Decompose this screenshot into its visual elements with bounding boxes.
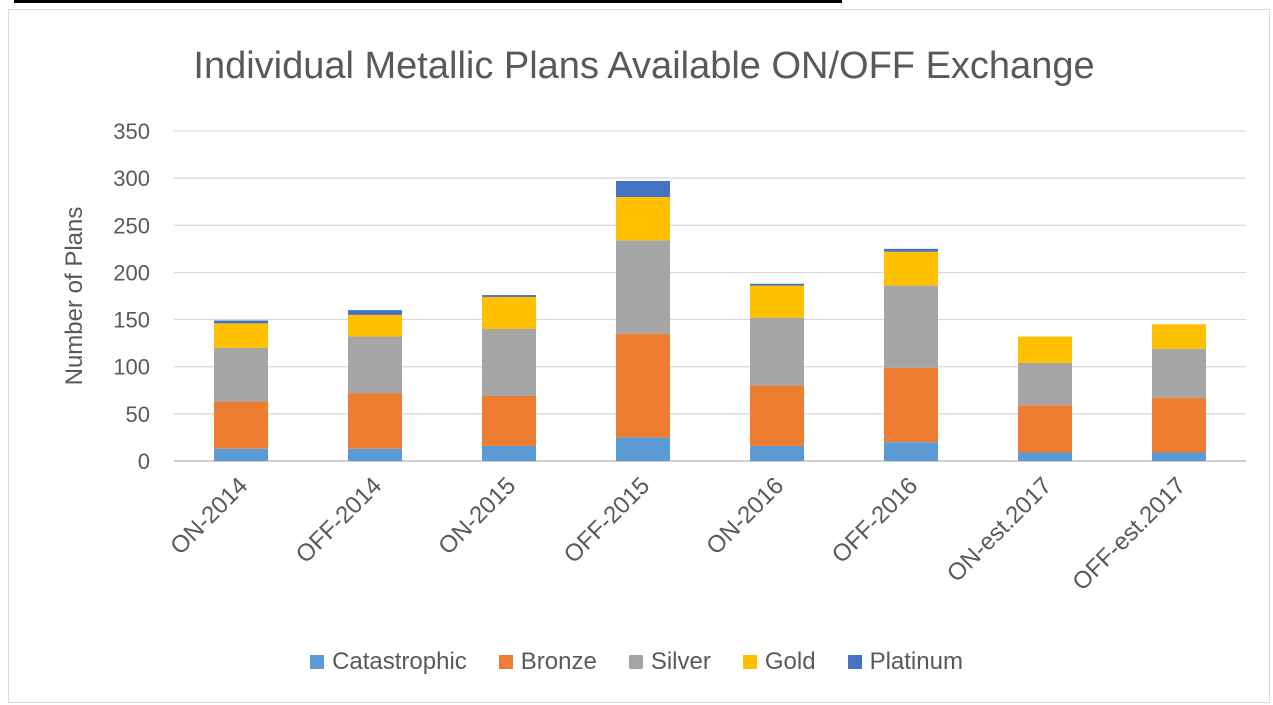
legend-item-platinum: Platinum <box>847 648 963 676</box>
legend-label: Platinum <box>869 648 963 675</box>
legend-swatch <box>628 655 643 669</box>
x-tick-label: OFF-est.2017 <box>1067 472 1191 596</box>
bar-segment-gold <box>616 197 670 241</box>
x-tick-labels: ON-2014 OFF-2014 ON-2015 OFF-2015 ON-2016 OFF… <box>165 472 1191 596</box>
y-tick-label: 0 <box>138 449 150 474</box>
bar-segment-platinum <box>884 248 938 252</box>
bar-segment-bronze <box>348 393 402 449</box>
bar-segment-silver <box>1018 362 1072 406</box>
bar-segment-bronze <box>482 395 536 446</box>
gridlines <box>174 130 1246 462</box>
bar-segment-catastrophic <box>1152 452 1206 461</box>
top-rule <box>14 0 842 3</box>
legend-swatch <box>310 655 325 669</box>
bar-segment-silver <box>1152 348 1206 398</box>
legend-swatch <box>847 655 862 669</box>
bar-segment-silver <box>750 317 804 386</box>
x-tick-label: ON-2014 <box>165 472 253 560</box>
bar-segment-platinum <box>348 310 402 315</box>
bar-segment-bronze <box>884 367 938 443</box>
bar-segment-silver <box>214 347 268 402</box>
legend-swatch <box>742 655 757 669</box>
bar-segment-bronze <box>750 385 804 446</box>
bar-segment-catastrophic <box>884 442 938 461</box>
x-tick-label: ON-2016 <box>701 472 789 560</box>
bar-segment-bronze <box>1018 405 1072 453</box>
chart-title: Individual Metallic Plans Available ON/O… <box>193 45 1094 87</box>
bar-segment-platinum <box>616 180 670 197</box>
legend-item-gold: Gold <box>742 648 816 676</box>
x-tick-label: OFF-2016 <box>827 472 923 568</box>
bar-segment-silver <box>482 329 536 396</box>
bar-segment-platinum <box>482 295 536 297</box>
y-axis-label: Number of Plans <box>61 207 88 386</box>
y-tick-label: 250 <box>113 213 150 238</box>
bar-segment-gold <box>884 251 938 286</box>
bar-segment-catastrophic <box>482 445 536 461</box>
bar-segment-bronze <box>1152 397 1206 453</box>
bar-segment-silver <box>616 240 670 334</box>
bar-segment-catastrophic <box>750 445 804 461</box>
bar-segment-silver <box>884 285 938 368</box>
bar-segment-platinum <box>750 283 804 286</box>
bar-segment-gold <box>750 285 804 318</box>
bar-segment-gold <box>1018 336 1072 363</box>
legend: Catastrophic Bronze Silver Gold Platinum <box>0 648 1273 676</box>
y-tick-label: 50 <box>126 402 150 427</box>
bar-segment-gold <box>1152 324 1206 349</box>
legend-label: Gold <box>764 648 816 675</box>
legend-item-catastrophic: Catastrophic <box>310 648 467 676</box>
bar-segment-gold <box>348 314 402 337</box>
x-tick-label: OFF-2015 <box>559 472 655 568</box>
bar-segment-catastrophic <box>348 448 402 461</box>
bar-segment-bronze <box>214 401 268 449</box>
bar-segment-platinum <box>214 320 268 324</box>
bar-segment-silver <box>348 336 402 394</box>
x-tick-label: ON-2015 <box>433 472 521 560</box>
legend-item-bronze: Bronze <box>498 648 597 676</box>
bars <box>214 180 1206 461</box>
y-tick-label: 200 <box>113 260 150 285</box>
bar-segment-bronze <box>616 333 670 438</box>
bar-segment-catastrophic <box>616 437 670 461</box>
x-tick-label: ON-est.2017 <box>942 472 1057 587</box>
y-tick-label: 350 <box>113 119 150 144</box>
legend-label: Catastrophic <box>332 648 467 675</box>
legend-swatch <box>498 655 513 669</box>
legend-item-silver: Silver <box>628 648 711 676</box>
legend-label: Bronze <box>520 648 597 675</box>
bar-segment-catastrophic <box>1018 452 1072 461</box>
bar-segment-gold <box>482 296 536 329</box>
y-tick-label: 300 <box>113 166 150 191</box>
x-tick-label: OFF-2014 <box>291 472 387 568</box>
bar-segment-gold <box>214 323 268 348</box>
y-tick-label: 100 <box>113 355 150 380</box>
y-tick-labels: 0 50 100 150 200 250 300 350 <box>113 119 150 474</box>
bar-segment-catastrophic <box>214 448 268 461</box>
legend-label: Silver <box>650 648 711 675</box>
y-tick-label: 150 <box>113 308 150 333</box>
